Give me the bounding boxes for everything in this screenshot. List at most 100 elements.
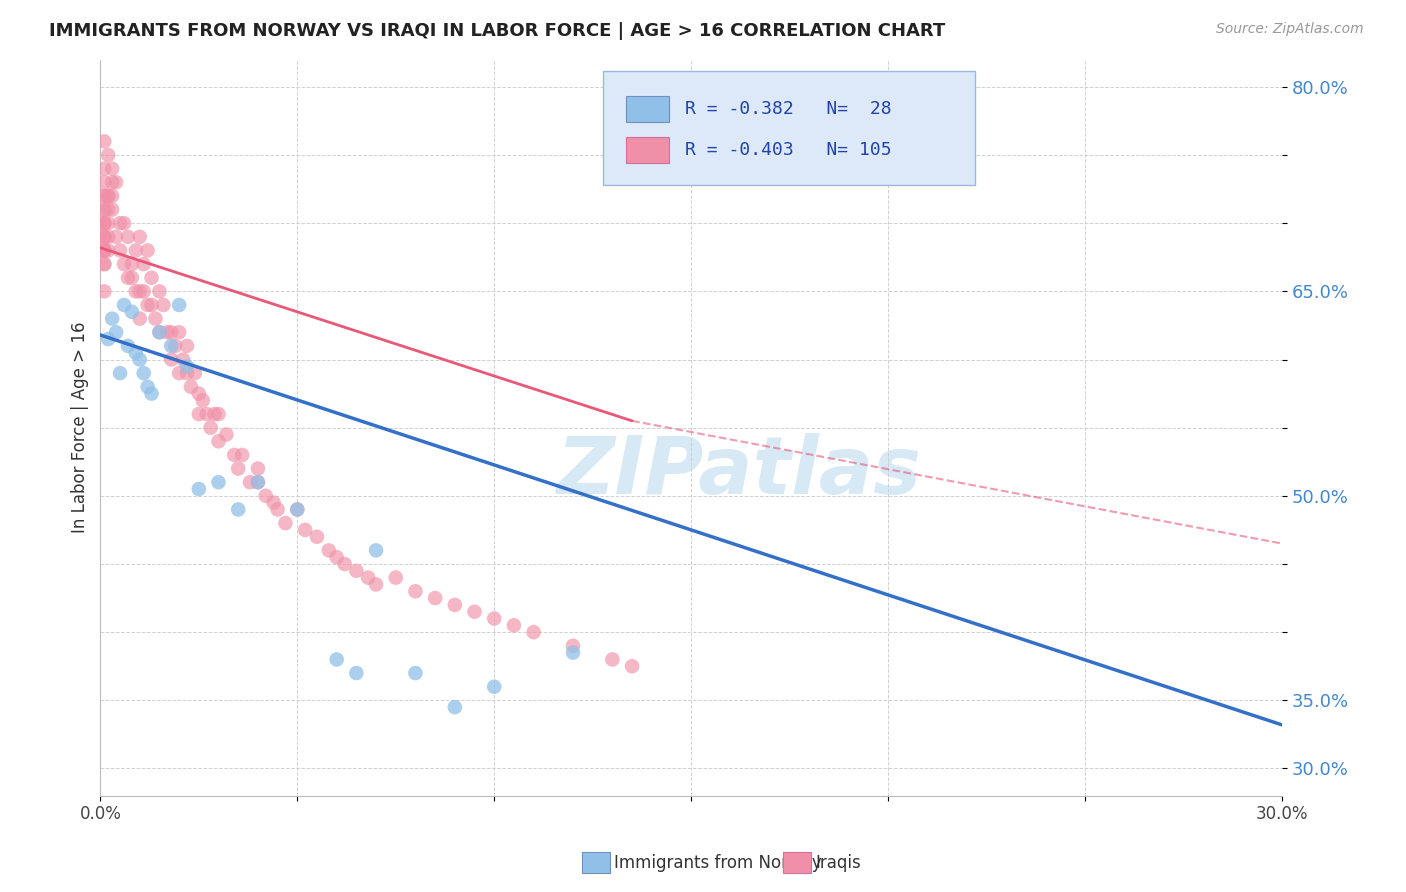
Text: Source: ZipAtlas.com: Source: ZipAtlas.com <box>1216 22 1364 37</box>
Point <box>112 216 135 230</box>
Point <box>294 523 316 537</box>
Point <box>128 352 150 367</box>
Point <box>167 325 190 339</box>
Point <box>226 461 249 475</box>
Point <box>93 175 115 189</box>
Point <box>93 229 115 244</box>
Point <box>176 366 198 380</box>
Point <box>484 680 506 694</box>
Point <box>384 571 406 585</box>
Point <box>112 257 135 271</box>
Point <box>226 502 249 516</box>
Point <box>204 407 226 421</box>
Point <box>117 270 139 285</box>
Point <box>333 557 356 571</box>
Point <box>443 598 465 612</box>
Point <box>108 244 131 258</box>
Point <box>93 257 115 271</box>
Point <box>344 666 367 681</box>
Point <box>562 646 585 660</box>
Point <box>254 489 277 503</box>
Point <box>160 352 183 367</box>
Point <box>93 244 115 258</box>
Point <box>105 175 128 189</box>
Point <box>105 229 128 244</box>
Point <box>112 298 135 312</box>
Point <box>101 175 124 189</box>
Point <box>503 618 526 632</box>
FancyBboxPatch shape <box>603 70 974 185</box>
Point <box>562 639 585 653</box>
Point <box>156 325 179 339</box>
Point <box>93 216 115 230</box>
Point <box>246 461 269 475</box>
Point <box>93 161 115 176</box>
Point <box>93 135 115 149</box>
Point <box>128 229 150 244</box>
Point <box>200 420 222 434</box>
Point <box>191 393 214 408</box>
Point <box>93 244 115 258</box>
Point <box>141 270 163 285</box>
Point <box>167 366 190 380</box>
Point <box>121 305 143 319</box>
Point <box>285 502 308 516</box>
Point <box>152 298 174 312</box>
Point <box>187 386 209 401</box>
Text: Immigrants from Norway: Immigrants from Norway <box>614 854 823 871</box>
Point <box>602 652 624 666</box>
Point <box>207 407 229 421</box>
Point <box>325 550 347 565</box>
Point <box>195 407 218 421</box>
Point <box>128 285 150 299</box>
Point <box>148 325 170 339</box>
Point <box>97 244 120 258</box>
Point <box>176 359 198 374</box>
Point <box>97 216 120 230</box>
Point <box>93 216 115 230</box>
Point <box>141 298 163 312</box>
Point <box>145 311 167 326</box>
Y-axis label: In Labor Force | Age > 16: In Labor Force | Age > 16 <box>72 322 89 533</box>
Point <box>136 380 159 394</box>
Point <box>93 202 115 217</box>
Point <box>121 270 143 285</box>
Point <box>148 325 170 339</box>
Point <box>93 285 115 299</box>
Point <box>97 332 120 346</box>
Point <box>97 189 120 203</box>
Point <box>464 605 486 619</box>
Point <box>101 202 124 217</box>
Point <box>101 311 124 326</box>
Point <box>108 216 131 230</box>
Point <box>274 516 297 530</box>
Point <box>523 625 546 640</box>
Text: R = -0.403   N= 105: R = -0.403 N= 105 <box>685 141 891 159</box>
Point <box>325 652 347 666</box>
Point <box>207 434 229 449</box>
Point <box>231 448 253 462</box>
Point <box>621 659 644 673</box>
Point <box>263 496 285 510</box>
Point <box>93 244 115 258</box>
Point <box>184 366 207 380</box>
Point <box>136 244 159 258</box>
FancyBboxPatch shape <box>626 95 669 122</box>
Point <box>187 482 209 496</box>
Point <box>160 339 183 353</box>
Point <box>117 339 139 353</box>
FancyBboxPatch shape <box>626 136 669 163</box>
Point <box>132 366 155 380</box>
Text: R = -0.382   N=  28: R = -0.382 N= 28 <box>685 100 891 118</box>
Point <box>97 148 120 162</box>
Point <box>101 161 124 176</box>
Point <box>132 257 155 271</box>
Point <box>128 311 150 326</box>
Point <box>266 502 288 516</box>
Point <box>125 285 148 299</box>
Point <box>93 229 115 244</box>
Point <box>141 386 163 401</box>
Point <box>443 700 465 714</box>
Point <box>364 577 387 591</box>
Point <box>97 202 120 217</box>
